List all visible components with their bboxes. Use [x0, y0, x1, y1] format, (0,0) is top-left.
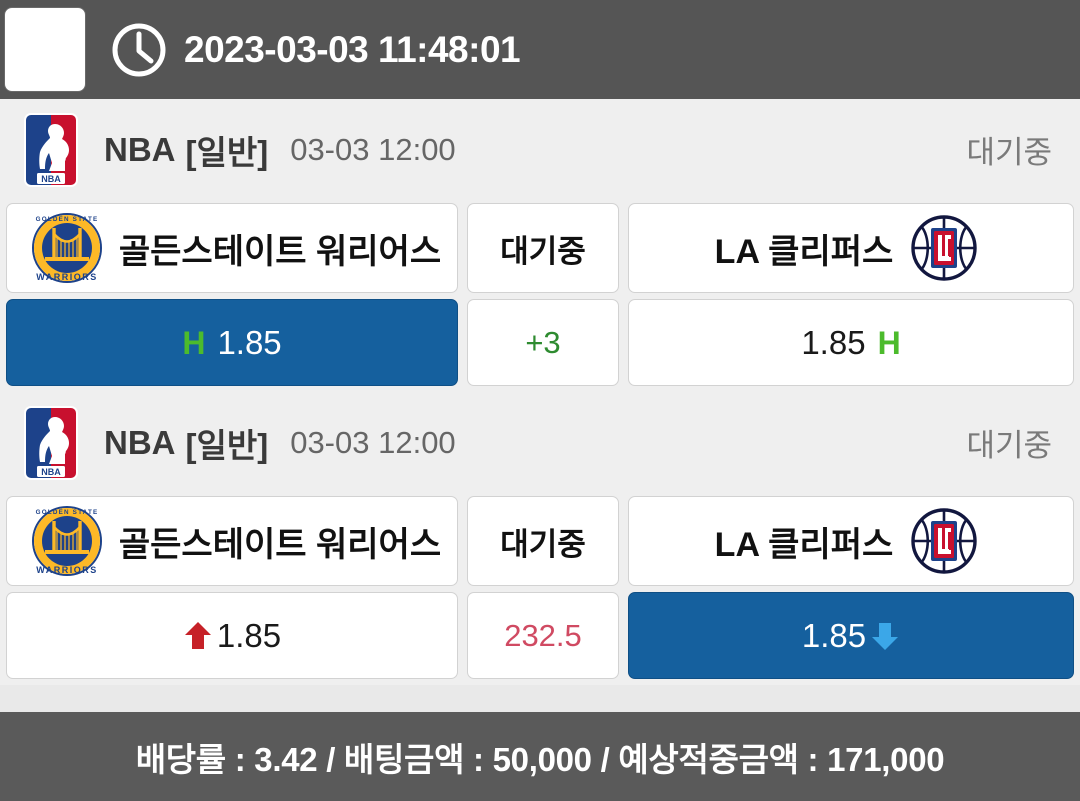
- league-type: [일반]: [185, 426, 269, 464]
- arrow-down-icon: [870, 620, 900, 652]
- svg-text:NBA: NBA: [41, 174, 61, 184]
- handicap-value-cell: +3: [467, 299, 619, 386]
- svg-text:GOLDEN STATE: GOLDEN STATE: [35, 509, 98, 516]
- svg-text:WARRIORS: WARRIORS: [36, 272, 98, 282]
- total-value: 232.5: [504, 617, 582, 653]
- list-bottom-spacer: [0, 685, 1080, 690]
- header-logo-placeholder: [4, 7, 86, 92]
- under-odds-button[interactable]: 1.85: [628, 592, 1074, 679]
- away-team-cell: LA 클리퍼스: [628, 203, 1074, 293]
- la-clippers-logo-icon: [893, 211, 987, 285]
- home-team-name: 골든스테이트 워리어스: [118, 232, 442, 271]
- handicap-marker-icon: H: [877, 324, 901, 361]
- la-clippers-logo-icon: [893, 504, 987, 578]
- bet-summary-bar: 배당률 : 3.42 / 배팅금액 : 50,000 / 예상적중금액 : 17…: [0, 712, 1080, 801]
- nba-logo-icon: NBA: [22, 404, 80, 482]
- over-odds-button[interactable]: 1.85: [6, 592, 458, 679]
- match-time: 03-03 12:00: [290, 131, 456, 167]
- svg-text:NBA: NBA: [41, 467, 61, 477]
- match-mid-status-cell: 대기중: [467, 496, 619, 586]
- svg-text:GOLDEN STATE: GOLDEN STATE: [35, 216, 98, 223]
- league-name: NBA: [104, 423, 176, 461]
- home-team-cell: GOLDEN STATE WARRIORS 골든스테이트 워리어스: [6, 203, 458, 293]
- bet-summary-text: 배당률 : 3.42 / 배팅금액 : 50,000 / 예상적중금액 : 17…: [135, 740, 945, 778]
- away-odds-button[interactable]: 1.85 H: [628, 299, 1074, 386]
- handicap-marker-icon: H: [182, 324, 206, 361]
- odds-row: 1.85 232.5 1.85: [0, 589, 1080, 685]
- golden-state-warriors-logo-icon: GOLDEN STATE WARRIORS: [23, 503, 119, 579]
- home-team-name: 골든스테이트 워리어스: [118, 525, 442, 564]
- league-type: [일반]: [185, 133, 269, 171]
- away-team-name: LA 클리퍼스: [714, 232, 894, 271]
- total-value-cell: 232.5: [467, 592, 619, 679]
- odds-row: H 1.85 +3 1.85 H: [0, 296, 1080, 392]
- teams-row: GOLDEN STATE WARRIORS 골든스테이트 워리어스 대기중 LA…: [0, 200, 1080, 296]
- match-card: NBA NBA [일반] 03-03 12:00 대기중: [0, 392, 1080, 685]
- match-status-badge: 대기중: [966, 428, 1052, 463]
- handicap-value: +3: [525, 324, 561, 360]
- mid-status-text: 대기중: [500, 526, 586, 562]
- match-list: NBA NBA [일반] 03-03 12:00 대기중: [0, 99, 1080, 712]
- match-mid-status-cell: 대기중: [467, 203, 619, 293]
- match-card: NBA NBA [일반] 03-03 12:00 대기중: [0, 99, 1080, 392]
- clock-icon: [86, 21, 168, 79]
- nba-logo-icon: NBA: [22, 111, 80, 189]
- teams-row: GOLDEN STATE WARRIORS 골든스테이트 워리어스 대기중 LA…: [0, 493, 1080, 589]
- over-odds-value: 1.85: [216, 616, 282, 654]
- away-odds-value: 1.85: [801, 323, 866, 361]
- mid-status-text: 대기중: [500, 233, 586, 269]
- league-name: NBA: [104, 130, 176, 168]
- away-team-name: LA 클리퍼스: [714, 525, 894, 564]
- svg-text:WARRIORS: WARRIORS: [36, 565, 98, 575]
- timestamp-text: 2023-03-03 11:48:01: [184, 28, 521, 70]
- top-header-bar: 2023-03-03 11:48:01: [0, 0, 1080, 99]
- away-team-cell: LA 클리퍼스: [628, 496, 1074, 586]
- golden-state-warriors-logo-icon: GOLDEN STATE WARRIORS: [23, 210, 119, 286]
- match-status-badge: 대기중: [966, 135, 1052, 170]
- arrow-up-icon: [183, 620, 213, 652]
- match-header: NBA NBA [일반] 03-03 12:00 대기중: [0, 392, 1080, 493]
- home-odds-button[interactable]: H 1.85: [6, 299, 458, 386]
- home-team-cell: GOLDEN STATE WARRIORS 골든스테이트 워리어스: [6, 496, 458, 586]
- home-odds-value: 1.85: [217, 323, 282, 361]
- match-time: 03-03 12:00: [290, 424, 456, 460]
- match-header: NBA NBA [일반] 03-03 12:00 대기중: [0, 99, 1080, 200]
- under-odds-value: 1.85: [801, 616, 867, 654]
